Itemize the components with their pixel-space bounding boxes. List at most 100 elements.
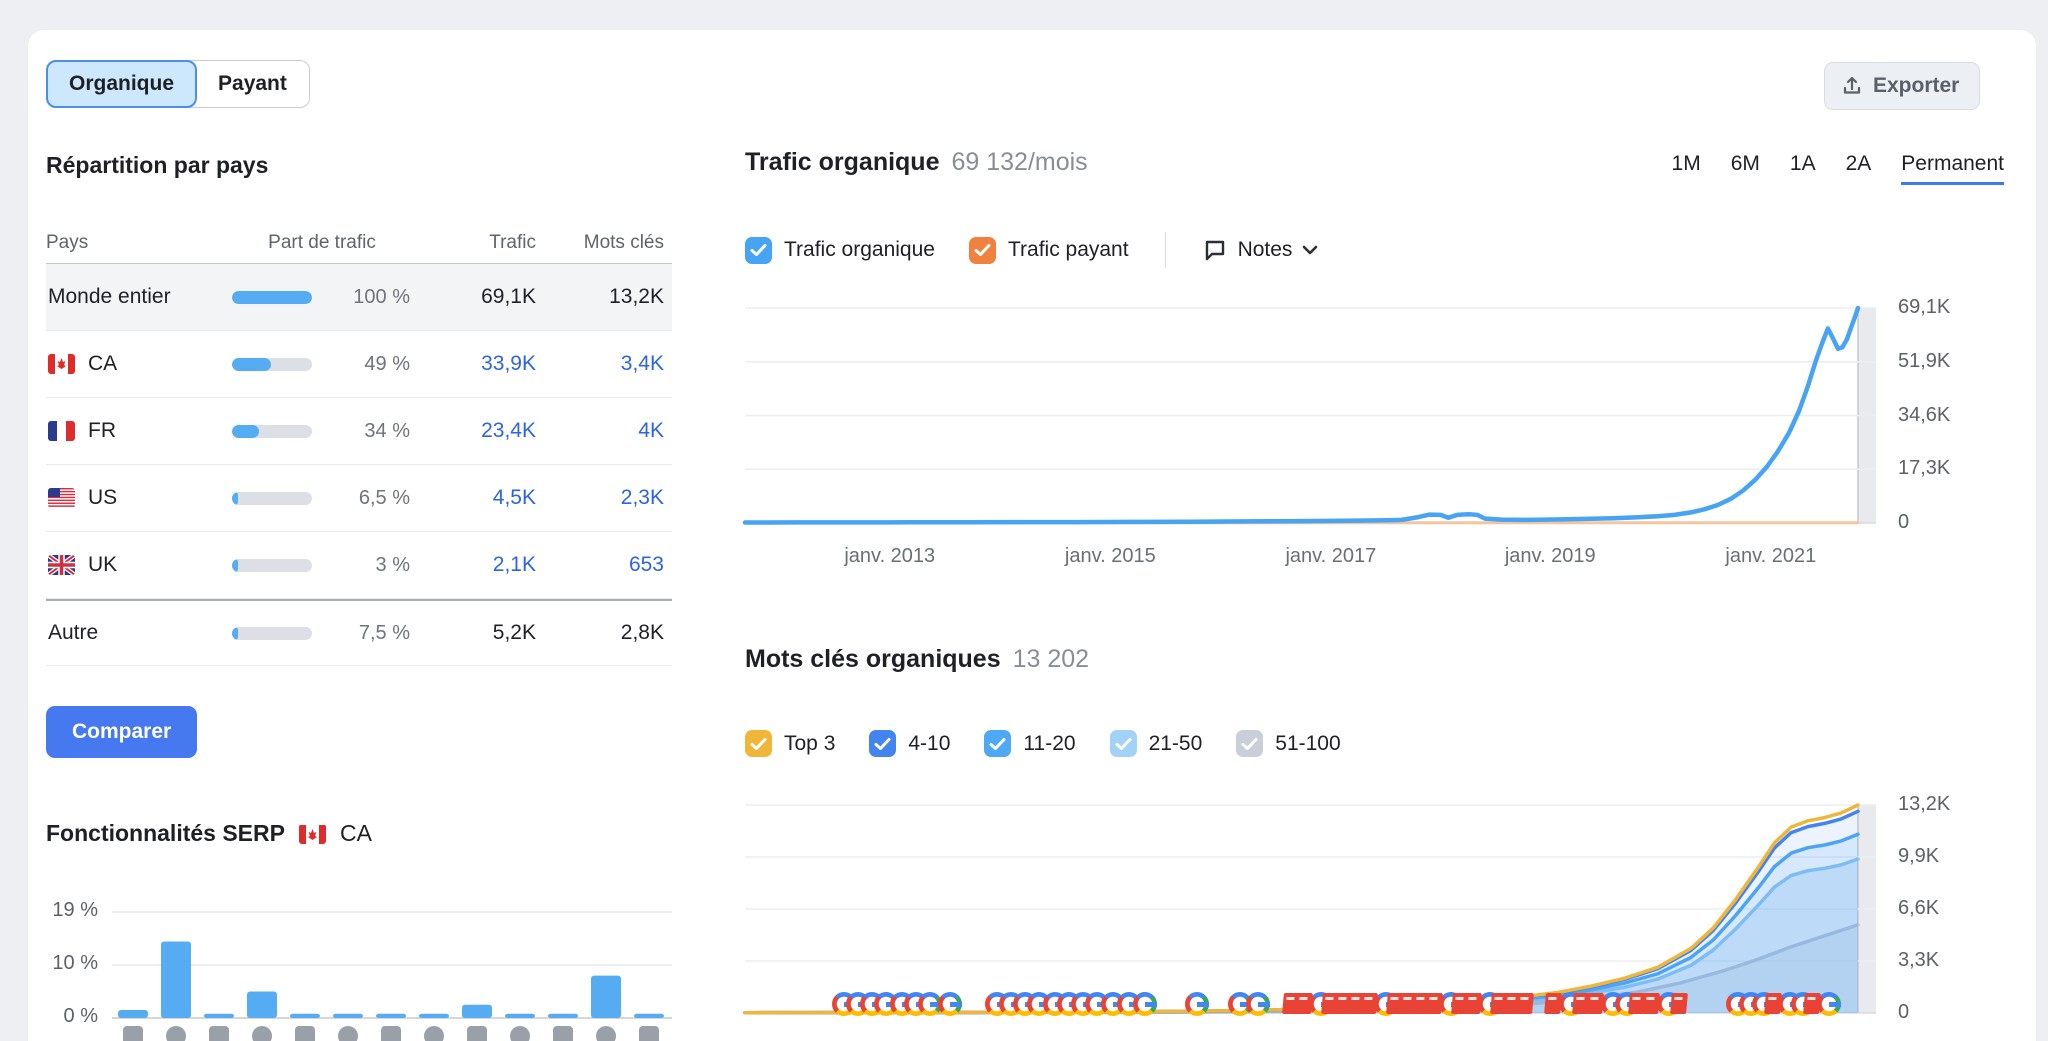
serp-section-header: Fonctionnalités SERP CA (46, 820, 372, 847)
panel-card (28, 30, 2036, 1041)
traffic-share-bar (232, 424, 312, 438)
legend-label: Top 3 (784, 731, 836, 755)
organic-keywords-value: 13 202 (1012, 645, 1090, 673)
legend-label: Trafic payant (1007, 238, 1129, 261)
google-logo-icon[interactable] (1246, 992, 1270, 1016)
checkbox-11-20[interactable] (984, 730, 1012, 757)
col-header-pays: Pays (46, 231, 89, 253)
compare-button[interactable]: Comparer (46, 706, 198, 758)
checkbox-51-100[interactable] (1236, 730, 1264, 757)
serp-feature-icon[interactable] (424, 1026, 444, 1041)
range-permanent[interactable]: Permanent (1901, 152, 2004, 185)
y-axis-label: 0 % (63, 1005, 98, 1027)
traffic-share-percent: 34 % (364, 419, 410, 442)
range-1a[interactable]: 1A (1789, 152, 1816, 175)
legend-label: 4-10 (908, 731, 951, 755)
legend-item-trafic-payant[interactable]: Trafic payant (968, 236, 1129, 264)
y-axis-label: 13,2K (1898, 793, 1951, 815)
traffic-value[interactable]: 33,9K (481, 352, 536, 375)
keywords-value[interactable]: 2,3K (620, 486, 664, 509)
x-axis-label: janv. 2015 (1064, 545, 1156, 567)
range-2a[interactable]: 2A (1845, 152, 1872, 175)
legend-item-trafic-organique[interactable]: Trafic organique (745, 236, 935, 264)
table-row-fr[interactable]: FR 34 % 23,4K 4K (46, 398, 672, 465)
keywords-value[interactable]: 4K (638, 419, 664, 442)
checkbox-trafic-payant[interactable] (968, 236, 996, 264)
serp-feature-icon[interactable] (252, 1026, 272, 1041)
traffic-value[interactable]: 4,5K (492, 486, 536, 509)
checkbox-trafic-organique[interactable] (745, 236, 772, 264)
toggle-option-organique[interactable]: Organique (46, 60, 198, 108)
legend-item-51-100[interactable]: 51-100 (1236, 730, 1341, 757)
serp-feature-icon[interactable] (123, 1026, 143, 1041)
legend-label: 51-100 (1275, 731, 1341, 755)
traffic-share-bar (232, 626, 312, 640)
y-axis-label: 17,3K (1898, 457, 1951, 480)
serp-feature-icon[interactable] (166, 1026, 186, 1041)
serp-feature-icon[interactable] (596, 1026, 616, 1041)
export-button[interactable]: Exporter (1824, 62, 1981, 110)
notes-button[interactable]: Notes (1202, 237, 1319, 263)
organic-keywords-title: Mots clés organiques (745, 645, 1001, 673)
table-row-uk[interactable]: UK 3 % 2,1K 653 (46, 532, 672, 599)
toggle-option-payant[interactable]: Payant (196, 61, 309, 107)
traffic-share-bar (232, 290, 312, 304)
y-axis-label: 34,6K (1898, 403, 1951, 426)
table-row-us[interactable]: US 6,5 % 4,5K 2,3K (46, 465, 672, 532)
x-axis-label: janv. 2019 (1504, 545, 1596, 567)
notes-label: Notes (1237, 238, 1293, 261)
checkbox-4-10[interactable] (869, 730, 897, 757)
country-table: Pays Part de trafic Trafic Mots clés Monde e… (46, 222, 672, 666)
country-name: UK (88, 553, 118, 576)
traffic-value[interactable]: 2,1K (492, 553, 536, 576)
legend-item-21-50[interactable]: 21-50 (1109, 730, 1202, 757)
range-1m[interactable]: 1M (1671, 152, 1701, 175)
organic-traffic-header: Trafic organique 69 132/mois (745, 148, 1088, 177)
legend-item-4-10[interactable]: 4-10 (869, 730, 950, 757)
traffic-type-toggle: Organique Payant (46, 60, 310, 108)
organic-keywords-chart (743, 803, 1876, 1015)
country-section-title: Répartition par pays (46, 152, 269, 178)
google-logo-icon[interactable] (938, 992, 962, 1016)
serp-feature-icon[interactable] (467, 1026, 487, 1041)
checkbox-top-3[interactable] (745, 730, 772, 757)
table-row-ca[interactable]: CA 49 % 33,9K 3,4K (46, 331, 672, 398)
checkbox-21-50[interactable] (1109, 730, 1137, 757)
y-axis-label: 9,9K (1898, 845, 1940, 867)
serp-feature-icon[interactable] (295, 1026, 315, 1041)
country-name-cell: CA (46, 352, 232, 376)
google-logo-icon[interactable] (1185, 992, 1209, 1016)
keywords-value[interactable]: 653 (628, 553, 664, 576)
col-header-mots-cles: Mots clés (583, 231, 664, 253)
keywords-value[interactable]: 3,4K (620, 352, 664, 375)
table-row-autre[interactable]: Autre 7,5 % 5,2K 2,8K (46, 599, 672, 666)
legend-label: Trafic organique (784, 238, 935, 261)
y-axis-label: 19 % (52, 899, 98, 921)
google-logo-icon[interactable] (1133, 992, 1157, 1016)
country-name-cell: UK (46, 553, 232, 577)
serp-feature-icon[interactable] (381, 1026, 401, 1041)
range-6m[interactable]: 6M (1730, 152, 1760, 175)
notes-flag-icon (1202, 237, 1228, 263)
country-name: Autre (48, 621, 99, 644)
legend-item-top-3[interactable]: Top 3 (745, 730, 835, 757)
table-row-monde-entier[interactable]: Monde entier 100 % 69,1K 13,2K (46, 264, 672, 331)
google-update-flag-icon[interactable] (1670, 993, 1688, 1014)
traffic-value: 5,2K (492, 621, 536, 644)
serp-feature-icon[interactable] (553, 1026, 573, 1041)
serp-feature-icon[interactable] (510, 1026, 530, 1041)
serp-feature-icon[interactable] (639, 1026, 659, 1041)
google-logo-icon[interactable] (1817, 992, 1841, 1016)
traffic-share-bar (232, 558, 312, 572)
legend-item-11-20[interactable]: 11-20 (984, 730, 1076, 757)
serp-feature-icon[interactable] (338, 1026, 358, 1041)
traffic-value[interactable]: 23,4K (481, 419, 536, 442)
organic-keywords-header: Mots clés organiques 13 202 (745, 645, 1089, 674)
traffic-share-bar-cell (232, 491, 316, 505)
traffic-share-bar-cell (232, 290, 316, 304)
serp-feature-icon[interactable] (209, 1026, 229, 1041)
chevron-down-icon (1302, 245, 1318, 255)
us-flag-icon (48, 488, 75, 508)
google-update-flag-icon[interactable] (1516, 993, 1534, 1014)
